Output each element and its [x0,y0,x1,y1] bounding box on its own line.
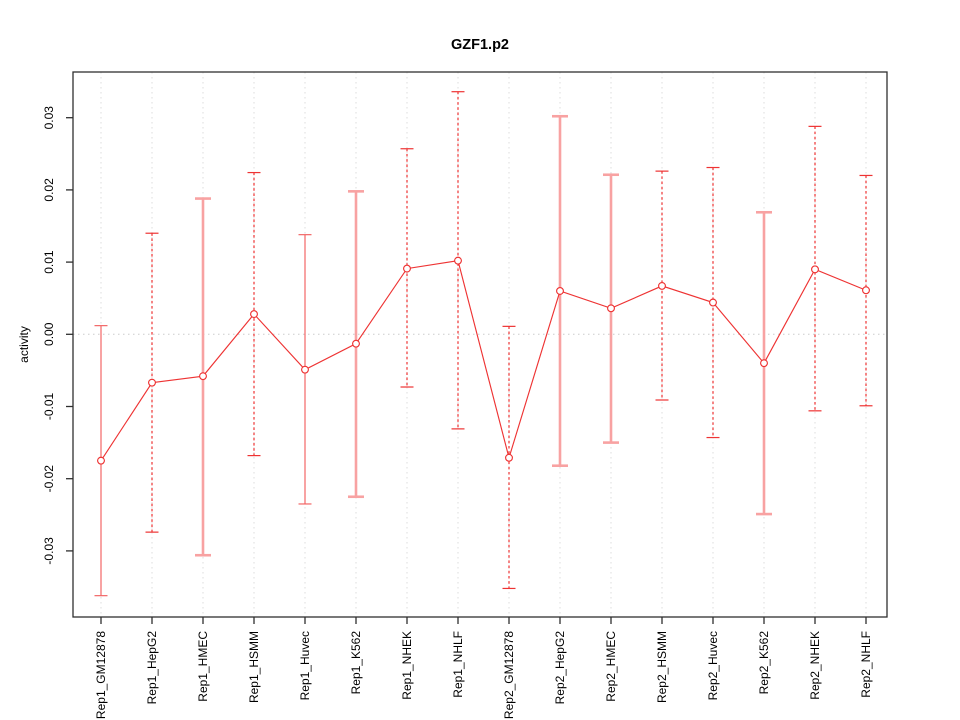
data-point [403,264,411,273]
data-point [556,287,564,295]
data-point [505,453,513,462]
y-tick-label: 0.00 [42,322,56,346]
x-tick-label: Rep2_HMEC [604,631,618,702]
x-tick-label: Rep1_K562 [349,631,363,695]
y-tick-label: 0.02 [42,178,56,202]
y-tick-label: 0.03 [42,106,56,130]
y-tick-label: -0.01 [42,393,56,421]
x-tick-label: Rep1_HMEC [196,631,210,702]
chart-title: GZF1.p2 [451,37,509,53]
data-point [760,359,768,368]
x-tick-label: Rep2_HepG2 [553,631,567,705]
y-tick-label: -0.02 [42,465,56,493]
x-tick-label: Rep2_Huvec [706,631,720,700]
x-tick-label: Rep1_NHEK [400,631,414,700]
data-point [97,456,105,465]
axis-labels-layer: 0.03 0.02 0.01 0.00 -0.01 -0.02 -0.03 Rep1_GM12… [42,106,873,719]
data-point [454,256,462,265]
data-series-layer [94,91,873,597]
x-tick-label: Rep2_K562 [757,631,771,695]
data-point [658,281,666,290]
data-point [199,372,207,381]
axes-frame-layer [66,71,888,624]
y-tick-label: 0.01 [42,250,56,274]
data-point [352,339,360,348]
x-tick-label: Rep1_NHLF [451,631,465,698]
data-point [862,286,870,295]
y-tick-label: -0.03 [42,537,56,565]
data-point [250,310,258,319]
x-tick-label: Rep1_GM12878 [94,631,108,719]
y-axis-title: activity [17,326,31,363]
x-tick-label: Rep2_NHLF [859,631,873,698]
x-tick-label: Rep1_Huvec [298,631,312,700]
series-line [100,260,867,461]
plot-border [72,71,888,618]
x-tick-label: Rep2_NHEK [808,631,822,700]
data-point [811,265,819,274]
x-tick-label: Rep2_HSMM [655,631,669,703]
x-tick-label: Rep2_GM12878 [502,631,516,719]
x-tick-label: Rep1_HepG2 [145,631,159,705]
data-point [301,365,309,374]
data-point [148,378,156,387]
data-point [607,304,615,313]
x-tick-label: Rep1_HSMM [247,631,261,703]
data-point [709,298,717,307]
